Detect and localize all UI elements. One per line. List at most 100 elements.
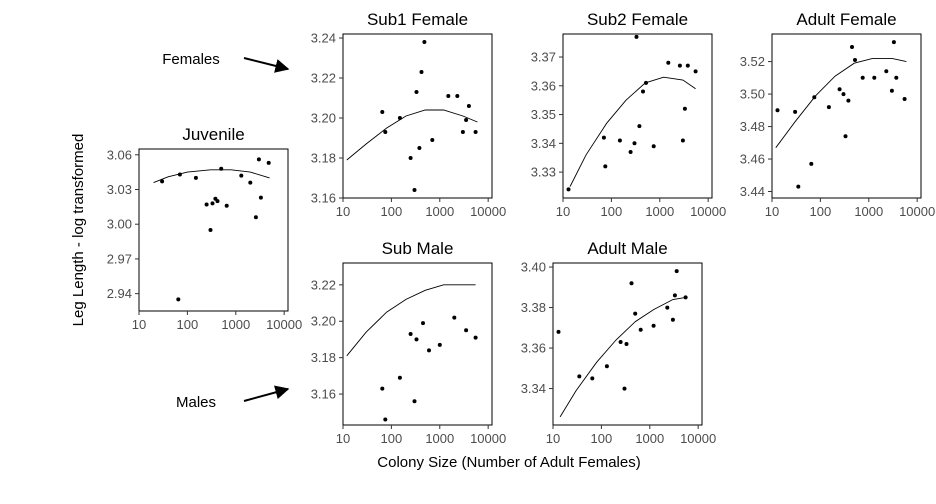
data-point xyxy=(204,202,209,207)
fit-curve xyxy=(559,296,686,418)
y-tick-label: 3.00 xyxy=(107,217,132,232)
data-point xyxy=(224,203,229,208)
y-tick-label: 3.16 xyxy=(311,191,336,206)
x-tick-label: 10 xyxy=(336,431,350,446)
data-point xyxy=(793,109,798,114)
x-tick-label: 10000 xyxy=(470,431,506,446)
data-point xyxy=(860,75,865,80)
data-point xyxy=(566,187,571,192)
data-point xyxy=(397,116,402,120)
data-point xyxy=(618,340,623,344)
panel-frame xyxy=(562,33,713,199)
data-point xyxy=(680,138,685,143)
x-tick-label: 10 xyxy=(132,317,146,332)
data-point xyxy=(266,160,271,165)
y-tick-label: 3.44 xyxy=(740,184,765,199)
y-tick-label: 3.36 xyxy=(521,341,546,356)
y-tick-label: 3.37 xyxy=(531,50,556,65)
x-tick-label: 100 xyxy=(810,204,832,219)
data-point xyxy=(670,317,675,322)
data-point xyxy=(219,166,224,171)
x-tick-label: 10000 xyxy=(899,204,935,219)
y-tick-label: 3.03 xyxy=(107,182,132,197)
data-point xyxy=(258,195,263,200)
data-point xyxy=(685,63,690,68)
data-point xyxy=(556,329,561,334)
y-tick-label: 3.46 xyxy=(740,152,765,167)
data-point xyxy=(682,106,687,111)
data-point xyxy=(666,60,671,65)
data-point xyxy=(208,228,213,232)
data-point xyxy=(624,342,629,346)
data-point xyxy=(446,94,451,98)
y-tick-label: 3.36 xyxy=(531,78,556,93)
y-tick-label: 3.24 xyxy=(311,31,336,46)
y-tick-label: 3.33 xyxy=(531,165,556,180)
y-tick-label: 3.48 xyxy=(740,119,765,134)
data-point xyxy=(651,323,656,328)
data-point xyxy=(419,70,424,74)
x-tick-label: 10 xyxy=(556,204,570,219)
data-point xyxy=(414,337,419,342)
data-point xyxy=(677,63,682,68)
data-point xyxy=(637,124,642,129)
y-tick-label: 3.20 xyxy=(311,111,336,126)
males-arrow xyxy=(243,385,290,402)
data-point xyxy=(651,144,656,149)
data-point xyxy=(672,293,677,298)
data-point xyxy=(473,335,478,340)
data-point xyxy=(460,130,465,134)
y-tick-label: 3.34 xyxy=(531,136,556,151)
data-point xyxy=(872,75,877,80)
data-point xyxy=(452,315,457,320)
y-tick-label: 3.35 xyxy=(531,107,556,122)
data-point xyxy=(427,348,431,353)
y-axis-label: Leg Length - log transformed xyxy=(70,134,87,327)
data-point xyxy=(473,130,478,134)
x-tick-label: 100 xyxy=(381,204,403,219)
data-point xyxy=(837,87,842,92)
fit-curve xyxy=(153,169,270,184)
sub2-female-panel: Sub2 Female 10 100 1000 10000 3.33 3.34 3.35 3.3… xyxy=(531,10,727,219)
data-point xyxy=(850,45,854,49)
sub-male-panel: Sub Male 10 100 1000 10000 3.16 3.18 3.20 3.22 xyxy=(311,239,507,446)
x-tick-label: 100 xyxy=(177,317,199,332)
x-tick-label: 1000 xyxy=(425,431,454,446)
data-point xyxy=(239,173,244,178)
data-point xyxy=(674,269,679,274)
data-point xyxy=(644,80,648,85)
data-point xyxy=(177,172,182,177)
y-tick-label: 3.40 xyxy=(521,260,546,275)
data-point xyxy=(622,386,627,391)
data-point xyxy=(193,175,198,180)
data-point xyxy=(632,141,637,146)
x-tick-label: 10 xyxy=(336,204,350,219)
data-point xyxy=(638,327,643,332)
y-tick-label: 3.22 xyxy=(311,277,336,292)
data-point xyxy=(414,90,419,94)
fit-curve xyxy=(346,284,476,357)
adult-female-panel: Adult Female 10 100 1000 10000 3.44 3.46 3.48 3.… xyxy=(740,10,936,219)
data-point xyxy=(812,95,817,100)
panel-frame xyxy=(771,33,922,199)
data-point xyxy=(891,40,896,45)
data-point xyxy=(421,321,425,326)
data-point xyxy=(629,281,634,286)
panel-title: Sub Male xyxy=(382,239,454,258)
x-axis-label: Colony Size (Number of Adult Females) xyxy=(377,454,640,471)
y-tick-label: 3.18 xyxy=(311,350,336,365)
data-point xyxy=(253,215,258,220)
data-point xyxy=(380,110,385,114)
panel-frame xyxy=(138,148,289,312)
data-point xyxy=(634,34,639,39)
data-point xyxy=(604,364,609,369)
x-tick-label: 10000 xyxy=(690,204,726,219)
y-tick-label: 3.34 xyxy=(521,381,546,396)
data-point xyxy=(412,399,417,404)
data-point xyxy=(383,417,388,422)
data-point xyxy=(628,150,633,154)
data-point xyxy=(422,40,427,44)
data-point xyxy=(397,375,402,380)
y-tick-label: 3.22 xyxy=(311,71,336,86)
data-point xyxy=(160,179,165,184)
